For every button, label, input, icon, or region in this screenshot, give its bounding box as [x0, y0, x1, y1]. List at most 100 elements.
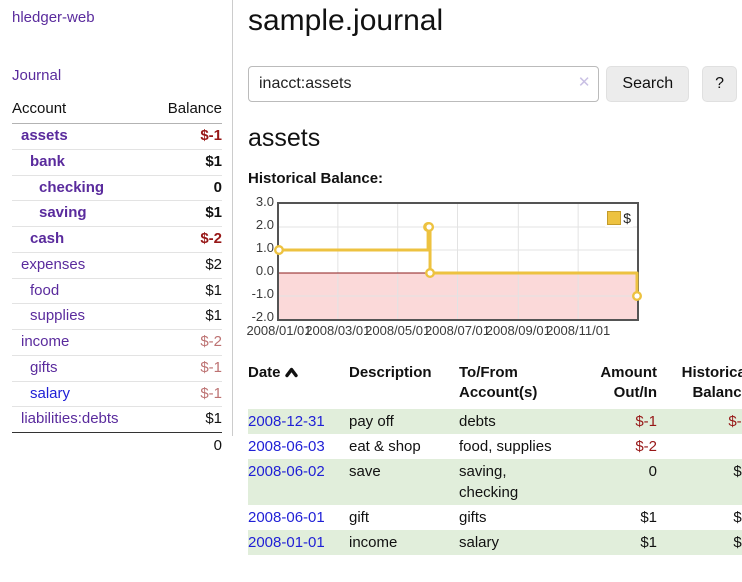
sidebar-account-link[interactable]: gifts [30, 358, 58, 376]
transaction-amount: $-2 [635, 437, 657, 455]
account-row: bank $1 [12, 148, 222, 175]
sidebar-item-journal[interactable]: Journal [12, 67, 62, 84]
y-tick-label: -1.0 [251, 286, 274, 301]
x-tick-label: 2008/09/01 [485, 323, 551, 338]
app-title-link[interactable]: hledger-web [12, 9, 95, 26]
sidebar: hledger-web Journal Account Balance asse… [0, 0, 233, 460]
account-row: expenses $2 [12, 251, 222, 278]
register-row: 2008-12-31 pay off debts $-1 $-1 [248, 408, 742, 434]
account-row: salary $-1 [12, 380, 222, 407]
accounts-total-value: 0 [151, 431, 222, 460]
account-balance: $2 [151, 251, 222, 278]
transaction-accounts: salary [459, 533, 500, 551]
account-row: cash $-2 [12, 226, 222, 253]
account-balance: $-1 [200, 127, 222, 144]
historical-balance-chart: 3.0 2.0 1.0 0.0 -1.0 -2.0 $ 2008/01/01 2008/03… [246, 194, 737, 358]
account-balance: $-1 [151, 354, 222, 381]
register-header-row: Date Description To/From Account(s) Amount Ou… [248, 363, 742, 409]
sidebar-account-link[interactable]: saving [39, 204, 87, 222]
sidebar-account-link[interactable]: bank [30, 152, 66, 170]
sidebar-account-link[interactable]: assets [21, 127, 68, 144]
accounts-total-spacer [12, 431, 152, 460]
transaction-balance: 0 [658, 434, 742, 459]
sidebar-account-link[interactable]: income [21, 333, 70, 350]
search-box: ✕ [248, 66, 600, 102]
transaction-balance: $-1 [728, 412, 742, 430]
accounts-header-account: Account [12, 97, 152, 124]
accounts-header-row: Account Balance [12, 97, 222, 124]
sidebar-account-link[interactable]: food [30, 281, 60, 299]
register-row: 2008-06-02 save saving,checking 0 $2 [248, 458, 742, 505]
x-tick-label: 2008/11/01 [546, 323, 611, 338]
transaction-description: gift [349, 508, 370, 526]
series-swatch-icon [607, 211, 622, 225]
sort-ascending-icon [284, 364, 298, 381]
series-label: $ [623, 210, 631, 226]
account-balance: $1 [151, 303, 222, 330]
transaction-accounts: saving, checking [459, 462, 519, 501]
sidebar-account-link[interactable]: liabilities:debts [21, 410, 119, 428]
account-balance: 0 [151, 174, 222, 201]
chart-plot-area: $ [274, 202, 643, 321]
transaction-balance: $1 [733, 533, 742, 551]
accounts-header-balance: Balance [151, 97, 222, 124]
transaction-balance: $2 [733, 462, 742, 480]
page-title: sample.journal [248, 4, 444, 37]
account-row: supplies $1 [12, 303, 222, 330]
transaction-date-link[interactable]: 2008-01-01 [248, 533, 325, 551]
x-tick-label: 2008/03/01 [305, 323, 371, 338]
y-tick-label: 3.0 [255, 194, 274, 209]
y-tick-label: 2.0 [255, 217, 274, 232]
transaction-date-link[interactable]: 2008-06-01 [248, 508, 325, 526]
register-header-amount[interactable]: Amount Out/In [600, 364, 657, 402]
x-tick-label: 2008/01/01 [246, 323, 312, 338]
clear-search-icon[interactable]: ✕ [577, 74, 591, 91]
sidebar-account-link[interactable]: salary [30, 384, 71, 402]
search-button[interactable]: Search [606, 66, 690, 102]
account-heading: assets [248, 124, 321, 152]
transaction-date-link[interactable]: 2008-06-02 [248, 462, 325, 480]
transaction-balance: $2 [733, 508, 742, 526]
search-form: ✕ Search ? [248, 66, 737, 102]
accounts-total-row: 0 [12, 431, 222, 460]
register-header-description[interactable]: Description [349, 364, 432, 381]
transaction-accounts: gifts [459, 508, 487, 526]
register-header-accounts[interactable]: To/From Account(s) [459, 364, 538, 402]
chart-title: Historical Balance: [248, 170, 384, 187]
register-row: 2008-06-01 gift gifts $1 $2 [248, 505, 742, 530]
account-balance: $-2 [151, 329, 222, 356]
account-balance: $1 [151, 200, 222, 227]
accounts-body: assets $-1 bank $1 checking 0 saving $1 cash $-2 e… [12, 124, 222, 433]
register-header-date[interactable]: Date [248, 363, 349, 409]
sidebar-account-link[interactable]: expenses [21, 255, 86, 273]
account-balance: $1 [151, 277, 222, 304]
transaction-description: income [349, 533, 398, 551]
search-input[interactable] [248, 66, 600, 102]
account-row: food $1 [12, 277, 222, 304]
sidebar-account-link[interactable]: supplies [30, 307, 86, 325]
sidebar-account-link[interactable]: checking [39, 178, 105, 196]
transaction-date-link[interactable]: 2008-06-03 [248, 437, 325, 455]
account-row: saving $1 [12, 200, 222, 227]
main-content: sample.journal ✕ Search ? assets Histori… [246, 0, 742, 555]
account-row: income $-2 [12, 329, 222, 356]
transaction-amount: $-1 [635, 412, 657, 430]
account-balance: $-1 [151, 380, 222, 407]
chart-legend: $ [605, 209, 633, 227]
x-tick-label: 2008/07/01 [424, 323, 491, 338]
transaction-description: save [349, 462, 381, 480]
register-row: 2008-01-01 income salary $1 $1 [248, 529, 742, 555]
account-balance: $1 [151, 406, 222, 433]
transaction-amount: 0 [648, 462, 657, 480]
transaction-date-link[interactable]: 2008-12-31 [248, 412, 325, 430]
help-button[interactable]: ? [702, 66, 737, 102]
x-tick-label: 2008/05/01 [365, 323, 431, 338]
account-row: gifts $-1 [12, 354, 222, 381]
transaction-amount: $1 [640, 508, 657, 526]
transaction-description: pay off [349, 412, 394, 430]
sidebar-account-link[interactable]: cash [30, 230, 65, 247]
transaction-accounts: debts [459, 412, 496, 430]
account-row: assets $-1 [12, 124, 222, 150]
